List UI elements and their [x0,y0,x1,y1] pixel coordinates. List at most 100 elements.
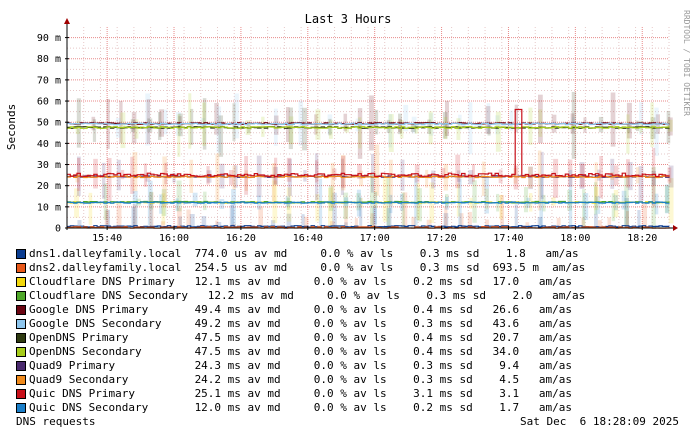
smoke-band [332,192,337,228]
smoke-band [486,103,491,134]
smoke-band [386,208,392,228]
smoke-band [328,119,333,139]
smoke-band [668,165,674,188]
legend-stats: Quad9 Secondary 24.2 ms av md 0.0 % av l… [29,373,573,386]
smoke-band [537,217,543,228]
smoke-band [495,115,500,135]
smoke-band [132,204,137,228]
smoke-band [514,104,518,133]
smoke-band [163,109,168,135]
smoke-band [304,216,309,228]
smoke-band [286,213,292,228]
smoke-band [161,193,166,225]
y-tick-label: 40 m [37,139,61,150]
smoke-band [116,204,122,228]
smoke-band [344,206,348,228]
legend-swatch [16,319,26,329]
smoke-band [444,206,448,228]
grid [66,27,670,228]
smoke-band [329,221,335,228]
smoke-band [654,193,659,215]
y-tick-label: 50 m [37,118,61,129]
smoke-band [667,167,672,183]
smoke-band [104,210,109,228]
smoke-band [459,213,464,228]
smoke-band [286,197,290,210]
smoke-band [162,156,167,207]
y-tick-label: 80 m [37,54,61,65]
smoke-band [203,191,207,211]
y-tick-label: 10 m [37,202,61,213]
smoke-band [286,157,292,182]
smoke-band [538,94,543,144]
smoke-band [215,220,219,228]
x-tick-label: 17:20 [427,233,457,244]
smoke-band [177,114,181,157]
smoke-band [528,166,533,189]
smoke-band [597,220,602,228]
smoke-band [456,118,461,140]
smoke-band [357,164,362,180]
x-tick-label: 17:40 [493,233,523,244]
smoke-band [344,222,348,228]
smoke-band [120,112,126,149]
y-axis-arrow [64,18,70,24]
x-tick-label: 18:00 [560,233,590,244]
smoke-band [77,157,81,191]
smoke-band [315,160,319,183]
smoke-band [445,194,449,207]
smoke-band [484,176,489,214]
legend-stats: Quad9 Primary 24.3 ms av md 0.0 % av ls … [29,359,573,372]
legend-swatch [16,249,26,259]
smoke-band [358,117,362,149]
smoke-band [382,177,388,222]
smoke-band [399,120,404,139]
smoke-band [201,216,207,228]
smoke-band [120,169,125,180]
smoke-band [270,220,276,228]
smoke-band [132,151,138,192]
smoke-band [635,120,639,132]
smoke-band [537,150,542,211]
legend-swatch [16,403,26,413]
smoke-band [131,206,136,228]
y-tick-label: 0 [55,224,61,235]
footer-graph-name: DNS requests [16,415,96,428]
smoke-band [388,114,393,148]
smoke-band [273,115,279,135]
smoke-band [627,124,631,134]
smoke-band [301,214,305,228]
smoke-band [467,211,472,228]
smoke-band [231,189,236,228]
smoke-band [528,107,533,146]
smoke-band [579,162,585,189]
smoke-band [411,116,417,134]
smoke-band [175,198,179,211]
smoke-band [214,102,219,135]
smoke-band [485,188,489,210]
smoke-band [388,114,394,152]
smoke-band [668,178,674,224]
smoke-band [315,109,321,140]
smoke-band [429,113,434,136]
smoke-band [611,193,616,222]
x-tick-label: 16:20 [226,233,256,244]
legend-stats: Quic DNS Secondary 12.0 ms av md 0.0 % a… [29,401,573,414]
smoke-band [525,222,530,228]
smoke-band [354,218,358,228]
smoke-band [218,115,224,157]
smoke-band [288,116,294,145]
legend-swatch [16,361,26,371]
smoke-band [568,169,573,226]
y-tick-label: 20 m [37,181,61,192]
x-tick-label: 17:00 [360,233,390,244]
legend-swatch [16,347,26,357]
smoke-band [594,186,599,211]
smoke-band [244,170,248,191]
smoke-band [499,194,503,220]
smoke-band [101,162,106,199]
smoke-band [188,93,192,149]
legend-stats: OpenDNS Secondary 47.5 ms av md 0.0 % av… [29,345,573,358]
smoke-band [232,165,237,190]
